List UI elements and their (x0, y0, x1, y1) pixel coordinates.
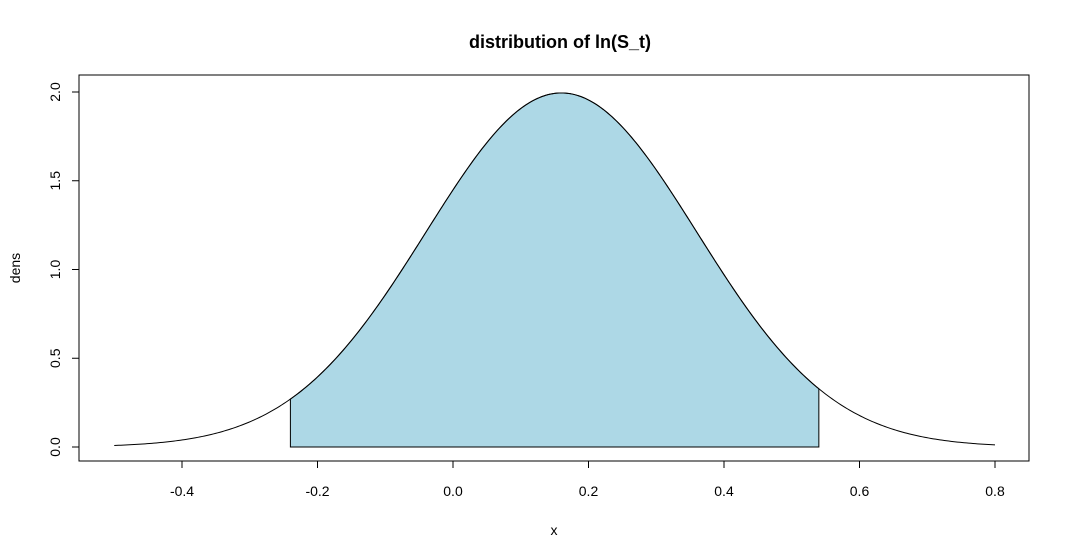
y-tick-label: 0.5 (47, 348, 63, 368)
x-tick-label: 0.0 (443, 483, 463, 499)
x-tick-label: 0.4 (714, 483, 734, 499)
x-axis-label: x (551, 522, 558, 538)
plot-layer (114, 92, 996, 448)
x-tick-label: 0.6 (850, 483, 870, 499)
y-axis-label: dens (7, 253, 23, 283)
y-tick-label: 2.0 (47, 82, 63, 102)
chart-title: distribution of ln(S_t) (469, 32, 651, 52)
shaded-region (289, 92, 820, 448)
x-tick-label: -0.2 (305, 483, 329, 499)
x-axis: -0.4 -0.2 0.0 0.2 0.4 0.6 0.8 (170, 460, 1005, 499)
y-tick-label: 0.0 (47, 437, 63, 457)
y-tick-label: 1.0 (47, 260, 63, 280)
x-tick-label: 0.2 (579, 483, 599, 499)
y-axis: 0.0 0.5 1.0 1.5 2.0 (47, 82, 80, 457)
density-curve (114, 92, 996, 446)
x-tick-label: 0.8 (985, 483, 1005, 499)
x-tick-label: -0.4 (170, 483, 194, 499)
y-tick-label: 1.5 (47, 171, 63, 191)
